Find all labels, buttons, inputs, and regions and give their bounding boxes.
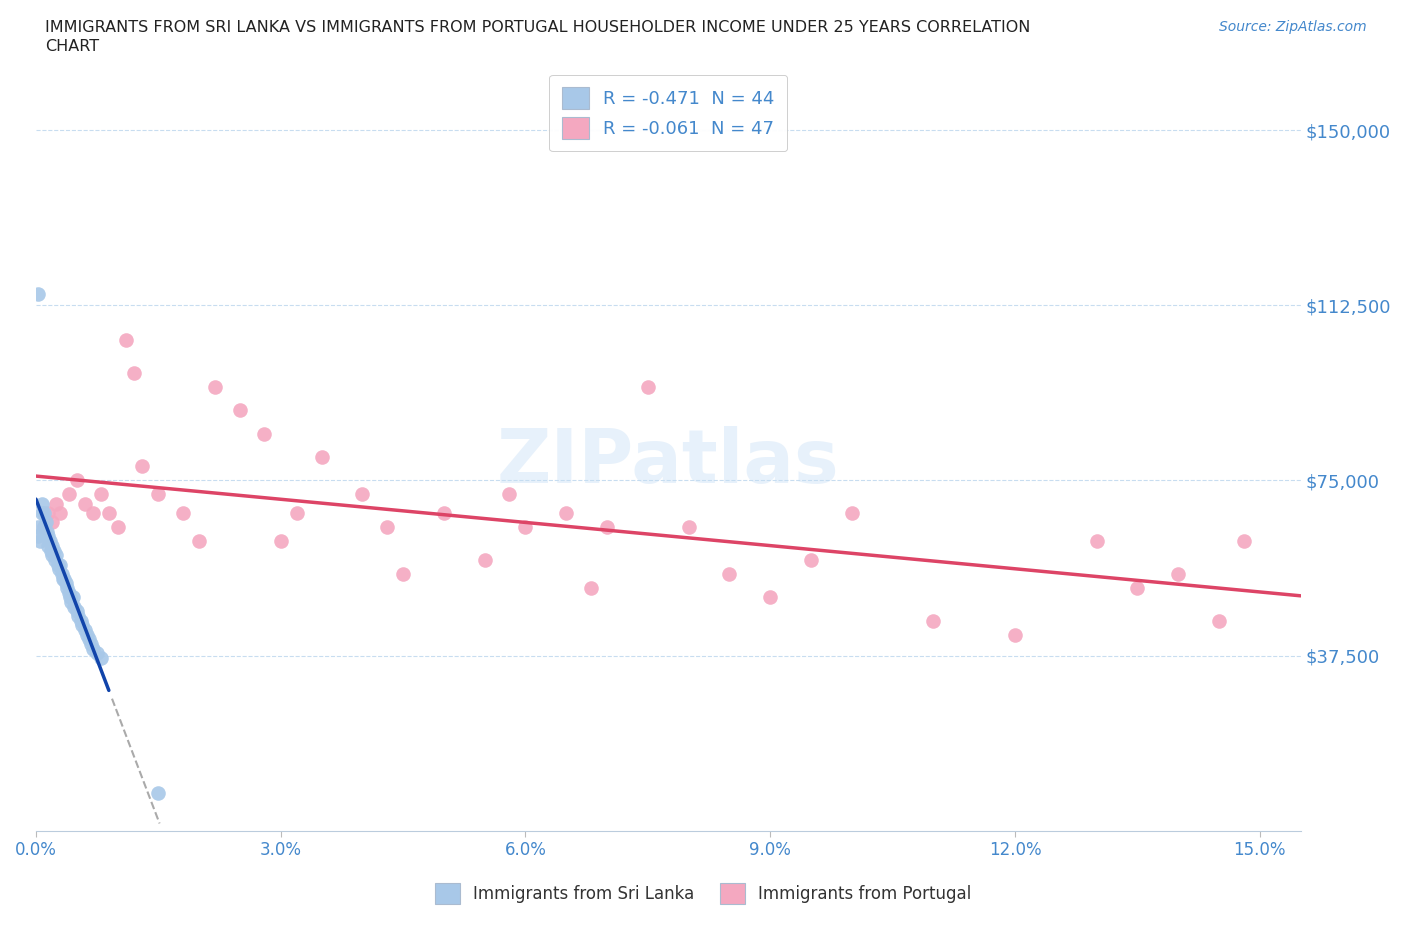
Point [148, 487, 170, 502]
Point [148, 786, 170, 801]
Point [77, 631, 100, 646]
Text: CHART: CHART [45, 39, 98, 54]
Point [86, 645, 108, 660]
Point [474, 552, 496, 567]
Point [32, 520, 55, 535]
Point [48, 562, 70, 577]
Point [35, 525, 58, 539]
Point [58, 487, 80, 502]
Legend: R = -0.471  N = 44, R = -0.061  N = 47: R = -0.471 N = 44, R = -0.061 N = 47 [550, 74, 787, 152]
Point [1208, 613, 1230, 628]
Point [285, 506, 308, 521]
Point [60, 594, 83, 609]
Point [498, 487, 520, 502]
Point [27, 529, 49, 544]
Point [678, 520, 700, 535]
Point [800, 552, 823, 567]
Point [596, 520, 619, 535]
Point [107, 520, 129, 535]
Point [52, 571, 75, 586]
Point [352, 487, 374, 502]
Point [27, 286, 49, 301]
Point [375, 520, 398, 535]
Point [718, 566, 741, 581]
Point [72, 618, 94, 632]
Point [41, 515, 63, 530]
Point [579, 580, 602, 595]
Point [555, 506, 578, 521]
Point [46, 557, 69, 572]
Point [53, 571, 76, 586]
Point [37, 529, 59, 544]
Point [32, 520, 55, 535]
Point [1126, 580, 1149, 595]
Point [69, 613, 91, 628]
Point [1232, 534, 1254, 549]
Point [51, 566, 73, 581]
Point [37, 506, 59, 521]
Point [45, 548, 67, 563]
Point [122, 365, 145, 380]
Point [433, 506, 456, 521]
Point [31, 506, 53, 521]
Point [172, 506, 194, 521]
Point [73, 497, 96, 512]
Point [229, 403, 252, 418]
Point [66, 604, 89, 618]
Point [515, 520, 537, 535]
Text: ZIPatlas: ZIPatlas [496, 427, 839, 499]
Point [392, 566, 415, 581]
Point [56, 580, 79, 595]
Point [59, 590, 82, 604]
Point [45, 497, 67, 512]
Point [55, 576, 77, 591]
Point [41, 548, 63, 563]
Point [39, 543, 62, 558]
Point [42, 543, 65, 558]
Point [44, 552, 66, 567]
Text: Source: ZipAtlas.com: Source: ZipAtlas.com [1219, 20, 1367, 34]
Point [98, 506, 121, 521]
Point [82, 641, 104, 656]
Point [1085, 534, 1108, 549]
Point [90, 650, 112, 665]
Point [49, 557, 72, 572]
Point [41, 538, 63, 553]
Point [67, 608, 90, 623]
Point [38, 534, 60, 549]
Point [637, 379, 659, 394]
Point [80, 636, 103, 651]
Point [32, 506, 55, 521]
Point [27, 520, 49, 535]
Point [66, 473, 89, 488]
Point [841, 506, 863, 521]
Point [49, 506, 72, 521]
Point [1167, 566, 1189, 581]
Point [62, 590, 84, 604]
Point [90, 487, 112, 502]
Point [1004, 627, 1026, 642]
Point [76, 627, 98, 642]
Point [922, 613, 945, 628]
Point [759, 590, 782, 604]
Point [270, 534, 292, 549]
Point [37, 538, 59, 553]
Point [131, 459, 153, 474]
Point [63, 599, 86, 614]
Point [58, 585, 80, 600]
Point [253, 426, 276, 441]
Point [204, 379, 226, 394]
Point [28, 534, 51, 549]
Point [35, 515, 58, 530]
Legend: Immigrants from Sri Lanka, Immigrants from Portugal: Immigrants from Sri Lanka, Immigrants fr… [422, 870, 984, 917]
Point [31, 497, 53, 512]
Point [82, 506, 104, 521]
Point [73, 622, 96, 637]
Point [114, 333, 136, 348]
Point [311, 449, 333, 464]
Text: IMMIGRANTS FROM SRI LANKA VS IMMIGRANTS FROM PORTUGAL HOUSEHOLDER INCOME UNDER 2: IMMIGRANTS FROM SRI LANKA VS IMMIGRANTS … [45, 20, 1031, 35]
Point [188, 534, 211, 549]
